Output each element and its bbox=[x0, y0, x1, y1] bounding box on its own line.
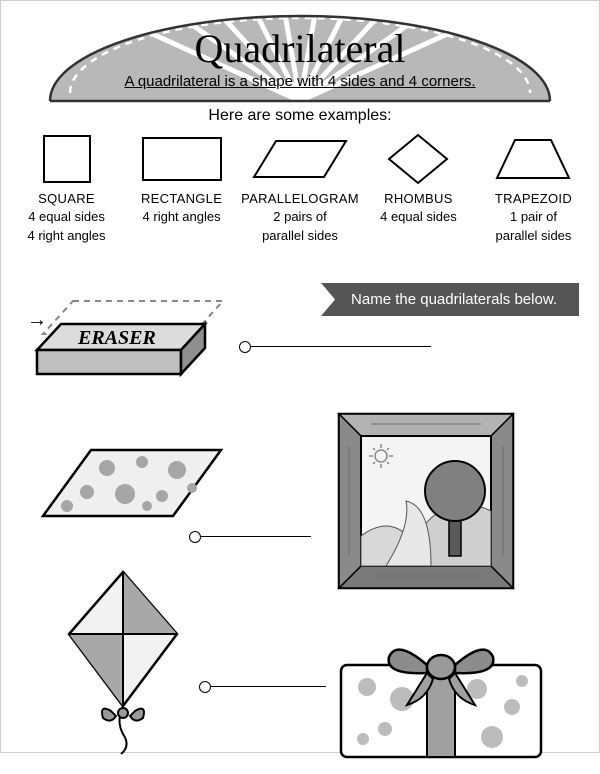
picture-frame-illustration bbox=[331, 406, 521, 601]
answer-line[interactable] bbox=[211, 686, 326, 687]
answer-line[interactable] bbox=[251, 346, 431, 347]
gift-illustration bbox=[327, 629, 557, 774]
shape-name: SQUARE bbox=[11, 191, 122, 207]
header-fan: Quadrilateral A quadrilateral is a shape… bbox=[20, 11, 580, 101]
trapezoid-illustration bbox=[37, 444, 227, 529]
shape-desc: parallel sides bbox=[241, 228, 359, 244]
shape-name: TRAPEZOID bbox=[478, 191, 589, 207]
page-title: Quadrilateral bbox=[20, 25, 580, 72]
shape-trapezoid: TRAPEZOID 1 pair of parallel sides bbox=[478, 131, 589, 244]
page-subtitle: A quadrilateral is a shape with 4 sides … bbox=[20, 73, 580, 90]
eraser-illustration: → ERASER bbox=[23, 286, 243, 401]
activity-area: → ERASER bbox=[1, 276, 599, 752]
shape-parallelogram: PARALLELOGRAM 2 pairs of parallel sides bbox=[241, 131, 359, 244]
examples-label: Here are some examples: bbox=[1, 107, 599, 125]
shape-rhombus: RHOMBUS 4 equal sides bbox=[363, 131, 474, 228]
shape-desc: 2 pairs of bbox=[241, 209, 359, 225]
shape-desc: 4 equal sides bbox=[11, 209, 122, 225]
shape-name: PARALLELOGRAM bbox=[241, 191, 359, 207]
shape-name: RHOMBUS bbox=[363, 191, 474, 207]
shape-desc: 4 equal sides bbox=[363, 209, 474, 225]
shape-desc: 1 pair of bbox=[478, 209, 589, 225]
shapes-row: SQUARE 4 equal sides 4 right angles RECT… bbox=[1, 125, 599, 244]
shape-rectangle: RECTANGLE 4 right angles bbox=[126, 131, 237, 228]
svg-text:→: → bbox=[27, 309, 47, 331]
shape-desc: 4 right angles bbox=[11, 228, 122, 244]
shape-desc: parallel sides bbox=[478, 228, 589, 244]
kite-illustration bbox=[61, 566, 201, 761]
answer-line[interactable] bbox=[201, 536, 311, 537]
shape-desc: 4 right angles bbox=[126, 209, 237, 225]
shape-name: RECTANGLE bbox=[126, 191, 237, 207]
shape-square: SQUARE 4 equal sides 4 right angles bbox=[11, 131, 122, 244]
eraser-label: ERASER bbox=[77, 327, 156, 349]
